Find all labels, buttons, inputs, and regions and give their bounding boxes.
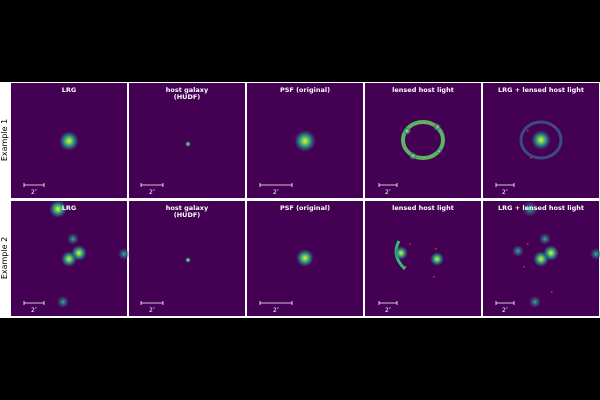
light-source bbox=[512, 245, 524, 257]
light-source bbox=[67, 233, 79, 245]
panel-title: (HUDF) bbox=[174, 93, 201, 101]
panel-title: LRG bbox=[62, 86, 76, 94]
scale-label: 2″ bbox=[385, 307, 392, 314]
scale-bar bbox=[259, 301, 293, 305]
image-panel: lensed host light 2″ bbox=[365, 201, 481, 316]
position-marker bbox=[530, 157, 532, 159]
panel-title: (HUDF) bbox=[174, 211, 201, 219]
panel-title: LRG + lensed host light bbox=[498, 86, 584, 94]
light-source bbox=[57, 296, 69, 308]
image-background bbox=[129, 83, 245, 198]
panel-title: lensed host light bbox=[392, 204, 454, 212]
scale-label: 2″ bbox=[149, 189, 156, 196]
position-marker bbox=[409, 243, 411, 245]
position-marker bbox=[435, 248, 437, 250]
panel-title: LRG + lensed host light bbox=[498, 204, 584, 212]
panel-title: PSF (original) bbox=[280, 204, 330, 212]
scale-label: 2″ bbox=[502, 307, 509, 314]
image-panel: PSF (original) 2″ bbox=[247, 83, 363, 198]
position-marker bbox=[553, 248, 555, 250]
light-source bbox=[522, 201, 538, 217]
light-source bbox=[294, 130, 316, 152]
panel-title: host galaxy bbox=[166, 204, 209, 212]
image-panel: LRG + lensed host light 2″ bbox=[483, 83, 599, 198]
position-marker bbox=[405, 266, 407, 268]
panel-title: PSF (original) bbox=[280, 86, 330, 94]
position-marker bbox=[433, 276, 435, 278]
scale-bar bbox=[495, 183, 515, 187]
scale-label: 2″ bbox=[273, 307, 280, 314]
light-source bbox=[185, 141, 191, 147]
light-source bbox=[543, 245, 559, 261]
scale-bar bbox=[495, 301, 515, 305]
position-marker bbox=[412, 157, 414, 159]
image-panel: LRG 2″ bbox=[11, 200, 130, 316]
scale-bar bbox=[140, 301, 164, 305]
image-panel: LRG + lensed host light 2″ bbox=[483, 201, 600, 316]
light-source bbox=[296, 249, 314, 267]
light-source bbox=[433, 123, 441, 131]
image-panel: host galaxy(HUDF) 2″ bbox=[129, 201, 245, 316]
image-panel: lensed host light 2″ bbox=[365, 83, 481, 198]
light-source bbox=[539, 233, 551, 245]
image-panel: PSF (original) 2″ bbox=[247, 201, 363, 316]
scale-label: 2″ bbox=[149, 307, 156, 314]
scale-label: 2″ bbox=[31, 189, 38, 196]
scale-bar bbox=[23, 301, 45, 305]
position-marker bbox=[551, 291, 553, 293]
position-marker bbox=[527, 243, 529, 245]
scale-bar bbox=[378, 183, 398, 187]
position-marker bbox=[409, 130, 411, 132]
light-source bbox=[49, 200, 67, 218]
light-source bbox=[531, 130, 551, 150]
image-panel: host galaxy(HUDF) 2″ bbox=[129, 83, 245, 198]
light-source bbox=[436, 148, 442, 154]
position-marker bbox=[527, 130, 529, 132]
light-source bbox=[409, 152, 417, 160]
image-background bbox=[365, 83, 481, 198]
scale-label: 2″ bbox=[502, 189, 509, 196]
light-source bbox=[118, 248, 130, 260]
panel-title: LRG bbox=[62, 204, 76, 212]
light-source bbox=[71, 245, 87, 261]
scale-bar bbox=[259, 183, 293, 187]
image-panel: LRG 2″ bbox=[11, 83, 127, 198]
scale-label: 2″ bbox=[385, 189, 392, 196]
row-label: Example 1 bbox=[0, 119, 9, 161]
panel-title: host galaxy bbox=[166, 86, 209, 94]
position-marker bbox=[435, 126, 437, 128]
scale-bar bbox=[378, 301, 398, 305]
light-source bbox=[394, 246, 408, 260]
panel-title: lensed host light bbox=[392, 86, 454, 94]
light-source bbox=[403, 127, 411, 135]
position-marker bbox=[553, 126, 555, 128]
position-marker bbox=[523, 266, 525, 268]
row-label: Example 2 bbox=[0, 237, 9, 279]
light-source bbox=[590, 248, 600, 260]
scale-label: 2″ bbox=[273, 189, 280, 196]
scale-bar bbox=[140, 183, 164, 187]
light-source bbox=[59, 131, 79, 151]
lensed-ring bbox=[401, 120, 445, 160]
light-source bbox=[185, 257, 191, 263]
image-background bbox=[365, 201, 481, 316]
scale-bar bbox=[23, 183, 45, 187]
scale-label: 2″ bbox=[31, 307, 38, 314]
light-source bbox=[430, 252, 444, 266]
lensed-ring bbox=[519, 120, 563, 160]
light-source bbox=[529, 296, 541, 308]
